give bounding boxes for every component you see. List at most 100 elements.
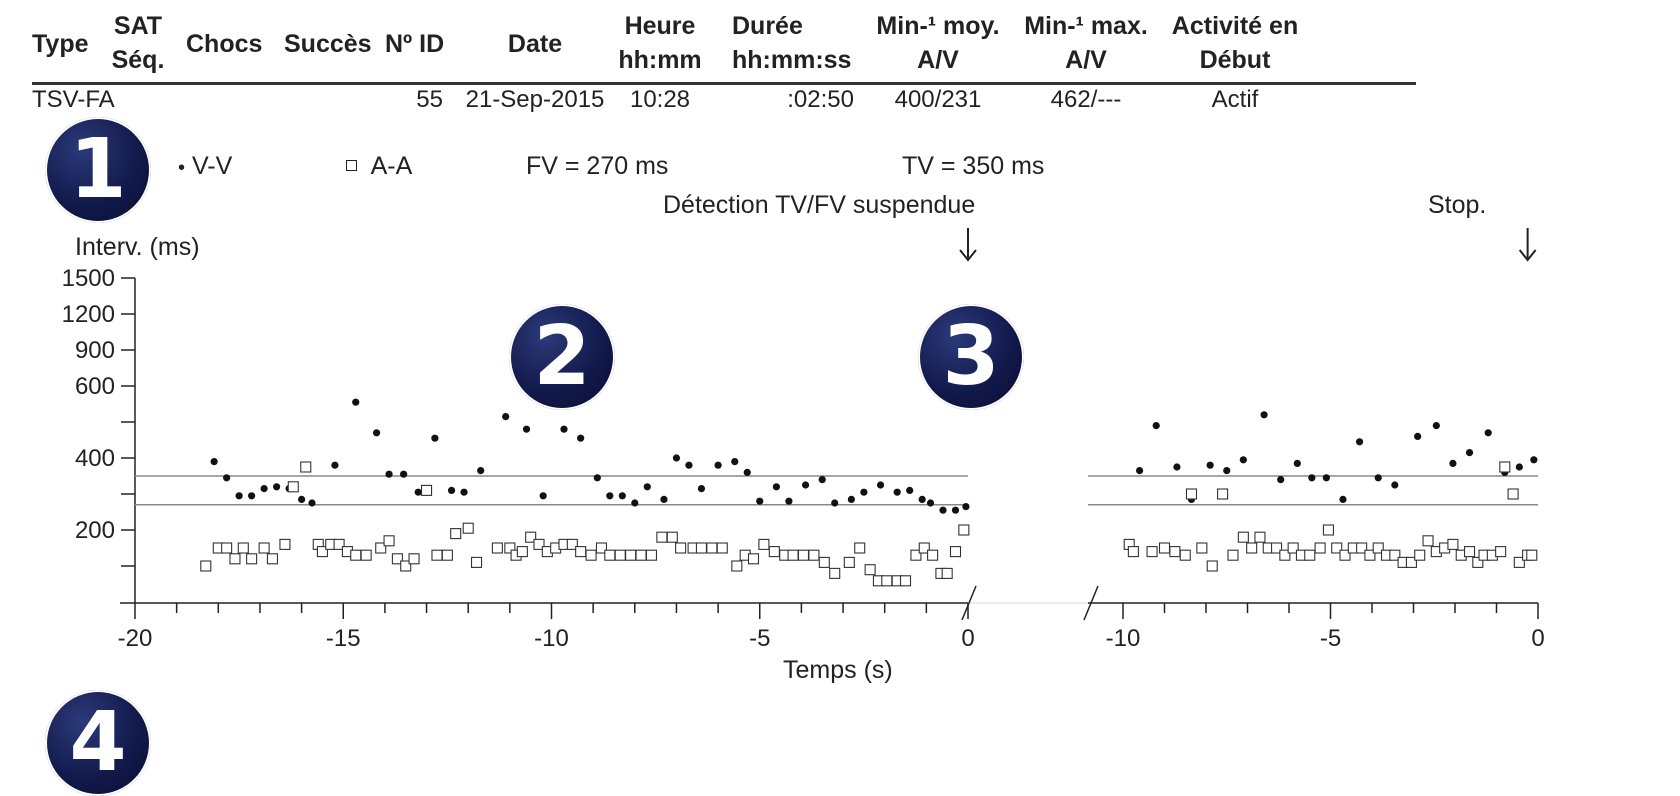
header-chocs: Chocs xyxy=(186,30,263,58)
aa-point xyxy=(1146,546,1158,558)
aa-point xyxy=(716,542,728,554)
header-min-moy: Min-¹ moy. A/V xyxy=(868,9,1008,77)
aa-point xyxy=(768,546,780,558)
aa-point xyxy=(864,564,876,576)
axis-break-mark xyxy=(1083,585,1099,621)
aa-point xyxy=(300,461,312,473)
y-tick-label: 400 xyxy=(75,445,115,472)
aa-point xyxy=(1526,549,1538,561)
vv-point xyxy=(831,499,839,507)
aa-point xyxy=(818,556,830,568)
annotation-stop: Stop. xyxy=(1428,191,1487,219)
vv-point xyxy=(352,398,360,406)
vv-point xyxy=(1484,429,1492,437)
x-axis-label: Temps (s) xyxy=(783,656,893,684)
vv-point xyxy=(860,488,868,496)
legend-vv: • V-V xyxy=(178,152,232,181)
vv-point xyxy=(951,506,960,514)
aa-point xyxy=(575,546,587,558)
badge-1: 1 xyxy=(45,117,151,223)
vv-point xyxy=(1152,422,1160,430)
vv-point xyxy=(1449,459,1457,467)
vv-point xyxy=(906,486,914,494)
aa-point xyxy=(1271,542,1283,554)
aa-point xyxy=(237,542,249,554)
vv-point xyxy=(502,413,510,421)
vv-point xyxy=(1355,438,1364,446)
aa-point xyxy=(656,531,668,543)
x-tick-label: -10 xyxy=(534,625,569,652)
aa-point xyxy=(1405,556,1417,568)
header-min-moy-line1: Min-¹ moy. xyxy=(876,12,1000,40)
vv-point xyxy=(714,461,722,469)
aa-point xyxy=(246,553,258,565)
aa-point xyxy=(854,542,866,554)
header-activite-line1: Activité en xyxy=(1171,12,1299,40)
aa-point xyxy=(266,553,278,565)
y-tick-label: 1500 xyxy=(62,265,115,292)
aa-point xyxy=(229,553,241,565)
aa-point xyxy=(645,549,658,561)
header-activite-line2: Début xyxy=(1199,46,1271,74)
vv-point xyxy=(918,495,926,503)
vv-point xyxy=(772,483,781,491)
header-date: Date xyxy=(507,30,563,58)
vv-point xyxy=(1465,449,1474,457)
vv-point xyxy=(539,492,547,500)
vv-point xyxy=(631,499,639,507)
vv-point xyxy=(577,434,585,442)
down-arrow-icon xyxy=(959,249,977,262)
vv-point xyxy=(1223,467,1231,475)
cell-duree: :02:50 xyxy=(787,86,854,113)
header-type: Type xyxy=(32,30,89,58)
aa-point xyxy=(625,549,637,561)
vv-point xyxy=(1277,476,1285,484)
aa-point xyxy=(200,560,212,572)
vv-point xyxy=(477,467,485,475)
aa-point xyxy=(927,549,939,561)
vv-point xyxy=(1173,463,1181,471)
cell-min-moy: 400/231 xyxy=(894,86,982,113)
vv-point xyxy=(273,483,281,491)
legend-aa-label: A-A xyxy=(370,152,413,180)
header-rule xyxy=(32,82,1416,85)
vv-point xyxy=(1339,495,1347,503)
aa-point xyxy=(1314,542,1326,554)
aa-point xyxy=(843,556,855,568)
dot-icon: • xyxy=(178,157,186,179)
vv-point xyxy=(660,495,668,503)
square-icon xyxy=(346,160,357,171)
vv-point xyxy=(939,506,947,514)
vv-point xyxy=(593,474,601,482)
header-heure-line1: Heure xyxy=(624,12,696,40)
vv-point xyxy=(618,492,626,500)
header-sat-line2: Séq. xyxy=(111,46,165,74)
aa-point xyxy=(450,528,462,540)
vv-point xyxy=(522,425,531,433)
vv-point xyxy=(743,468,751,476)
aa-point xyxy=(666,531,678,543)
vv-point xyxy=(926,499,935,507)
aa-point xyxy=(1513,556,1525,568)
cell-id: 55 xyxy=(416,86,443,113)
aa-point xyxy=(1217,488,1229,500)
header-min-max: Min-¹ max. A/V xyxy=(1016,9,1156,77)
aa-point xyxy=(1495,546,1507,558)
vv-point xyxy=(235,492,243,500)
aa-point xyxy=(949,546,962,558)
aa-point xyxy=(258,542,270,554)
header-id: Nº ID xyxy=(385,30,445,58)
x-tick-label: 0 xyxy=(961,625,974,652)
aa-point xyxy=(731,560,743,572)
vv-point xyxy=(298,495,306,503)
y-axis-label: Interv. (ms) xyxy=(75,233,200,261)
vv-point xyxy=(1322,474,1330,482)
aa-point xyxy=(787,549,799,561)
aa-point xyxy=(462,522,474,534)
vv-point xyxy=(785,497,793,505)
aa-point xyxy=(1185,488,1198,500)
aa-point xyxy=(1206,560,1218,572)
aa-point xyxy=(1356,542,1368,554)
aa-point xyxy=(491,542,503,554)
x-tick-label: -20 xyxy=(118,625,153,652)
